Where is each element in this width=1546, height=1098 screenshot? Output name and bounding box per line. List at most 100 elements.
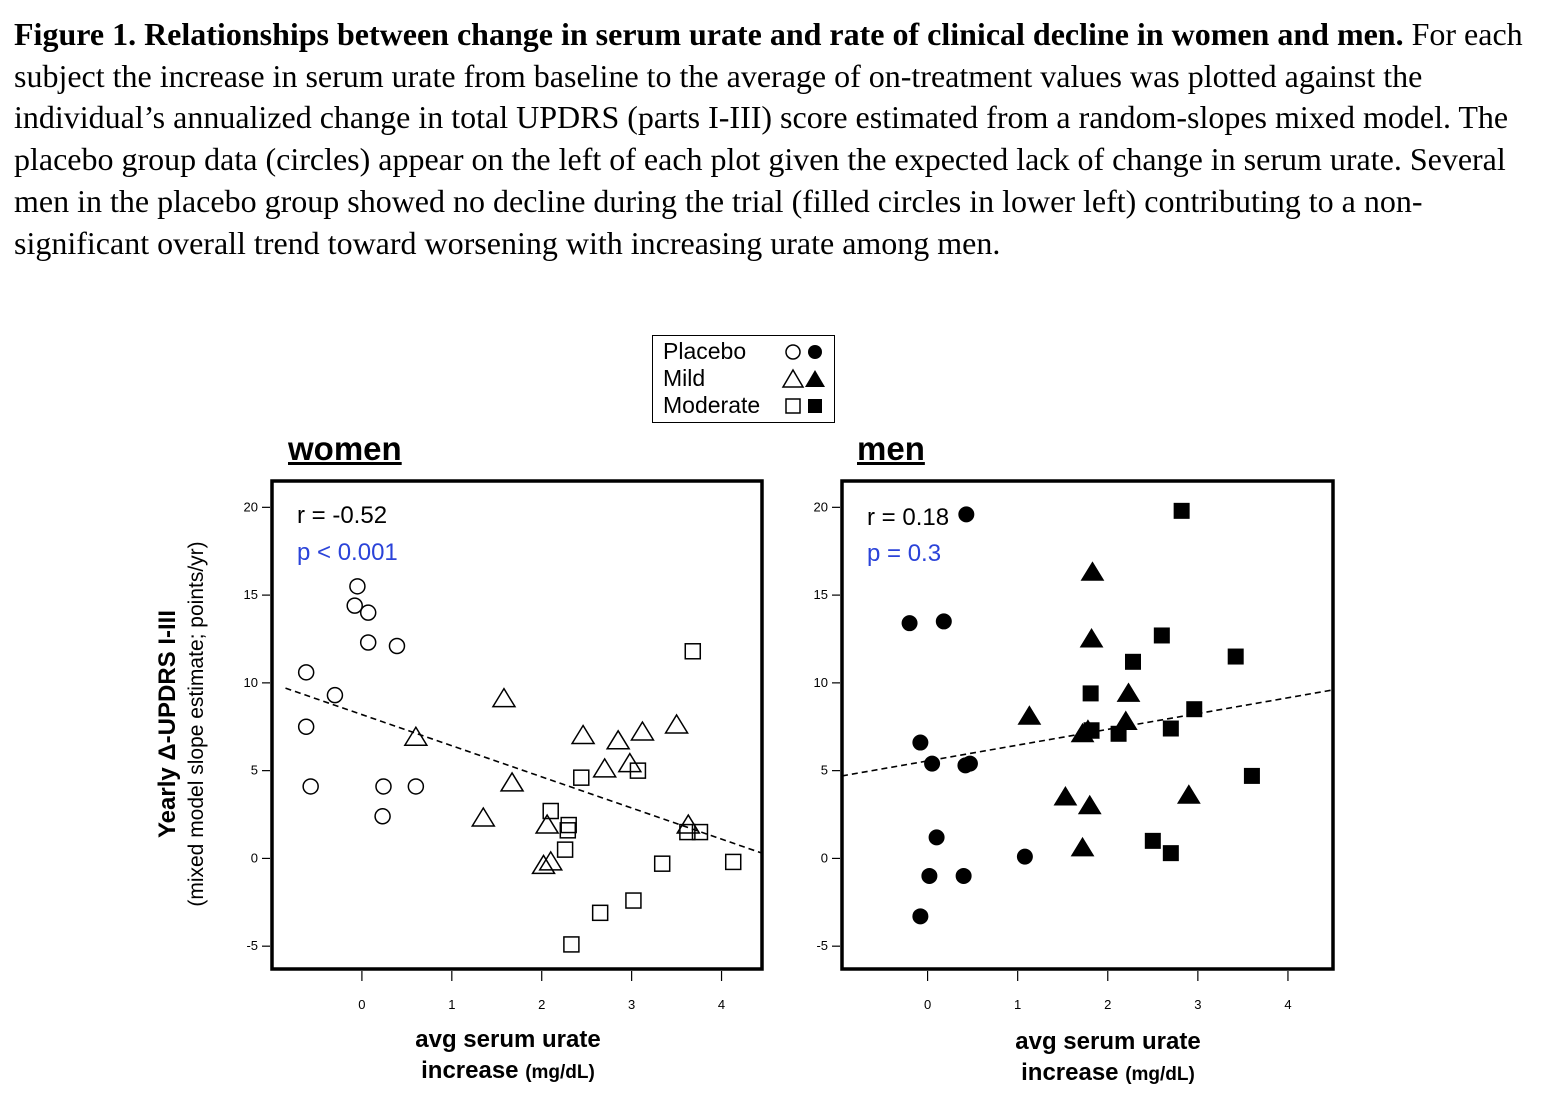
men-placebo-point (901, 615, 918, 632)
legend-item-moderate: Moderate (663, 392, 822, 419)
women-x-tick-label: 0 (358, 997, 365, 1012)
women-y-tick-label: 15 (244, 587, 258, 602)
legend-item-mild: Mild (663, 365, 825, 392)
women-moderate-point (591, 904, 609, 922)
men-mild-point (1079, 628, 1104, 648)
women-x-tick-label: 1 (448, 997, 455, 1012)
men-plot-frame (840, 479, 1335, 971)
men-placebo-point (921, 867, 938, 884)
men-moderate-point (1153, 627, 1170, 644)
men-placebo-point (1016, 848, 1033, 865)
legend-moderate-symbols (785, 398, 822, 414)
women-moderate-point (560, 816, 577, 834)
women-x-tick-label: 2 (538, 997, 545, 1012)
women-moderate-point (684, 643, 702, 660)
legend-label-mild: Mild (663, 365, 706, 391)
legend-placebo-symbols (785, 344, 822, 360)
men-placebo-point (928, 829, 945, 846)
men-moderate-point (1083, 722, 1100, 739)
men-mild-point (1053, 786, 1078, 806)
women-mild-point (403, 725, 429, 747)
legend-open-circle-icon (785, 344, 801, 360)
women-x-axis-label-line1: avg serum urate (415, 1026, 601, 1053)
men-y-tick-label: 10 (814, 675, 828, 690)
women-placebo-point (326, 686, 344, 704)
caption-lead: Figure 1. Relationships between change i… (14, 16, 1404, 52)
men-moderate-point (1110, 725, 1127, 742)
women-placebo-point (297, 718, 315, 736)
women-placebo-point (359, 634, 377, 651)
men-moderate-point (1243, 767, 1260, 784)
women-mild-point (630, 720, 655, 741)
men-x-tick-label: 0 (924, 997, 931, 1012)
women-moderate-point (625, 892, 642, 909)
men-x-axis-unit: (mg/dL) (1125, 1064, 1195, 1085)
legend-label-moderate: Moderate (663, 392, 761, 418)
men-placebo-point (955, 867, 972, 884)
women-moderate-point (563, 936, 580, 953)
women-x-axis-unit: (mg/dL) (525, 1062, 595, 1083)
men-moderate-point (1162, 720, 1179, 737)
figure-caption: Figure 1. Relationships between change i… (14, 14, 1536, 264)
men-x-tick-label: 2 (1104, 997, 1111, 1012)
men-placebo-point (912, 908, 929, 925)
women-x-axis-label-increase: increase (421, 1057, 519, 1084)
women-plot-frame (270, 479, 764, 971)
women-r-value: r = -0.52 (297, 502, 388, 529)
women-p-value: p < 0.001 (297, 539, 398, 566)
women-moderate-point (629, 762, 647, 779)
women-mild-point (491, 687, 517, 708)
women-mild-point (664, 713, 689, 734)
women-placebo-point (388, 637, 406, 655)
men-trend-line (841, 689, 1334, 777)
women-moderate-point (679, 823, 696, 841)
women-placebo-point (407, 778, 425, 795)
women-mild-point (592, 757, 617, 778)
legend-item-placebo: Placebo (663, 338, 822, 365)
women-moderate-point (653, 855, 671, 872)
women-moderate-point (691, 823, 709, 841)
men-moderate-point (1173, 502, 1190, 519)
men-mild-point (1116, 682, 1141, 702)
women-y-tick-label: 0 (251, 850, 258, 865)
women-moderate-point (724, 853, 742, 871)
legend-mild-symbols (781, 368, 825, 388)
women-placebo-point (302, 778, 319, 795)
men-mild-point (1080, 561, 1105, 581)
women-placebo-point (374, 808, 391, 825)
men-mild-point (1077, 794, 1102, 815)
women-y-tick-label: -5 (246, 938, 258, 953)
men-mild-point (1017, 705, 1042, 725)
legend-open-square-icon (785, 398, 801, 414)
women-trend-line (285, 687, 763, 854)
women-placebo-point (375, 778, 392, 795)
women-y-tick-label: 5 (251, 763, 258, 778)
legend-filled-square-icon (808, 399, 822, 413)
men-x-tick-label: 3 (1194, 997, 1201, 1012)
women-mild-point (538, 850, 564, 871)
men-p-value: p = 0.3 (867, 540, 942, 567)
women-moderate-point (542, 802, 559, 820)
men-placebo-point (912, 734, 929, 751)
women-placebo-point (349, 578, 366, 595)
women-moderate-point (556, 841, 574, 858)
men-x-axis-label-line1: avg serum urate (1015, 1028, 1201, 1055)
women-y-tick-label: 10 (244, 675, 258, 690)
men-r-value: r = 0.18 (867, 504, 950, 531)
legend-label-placebo: Placebo (663, 338, 747, 364)
women-placebo-point (297, 664, 315, 681)
men-x-axis-label-increase: increase (1021, 1059, 1119, 1086)
women-mild-point (531, 853, 556, 875)
men-moderate-point (1144, 832, 1161, 849)
legend-filled-circle-icon (808, 345, 822, 359)
caption-body: For each subject the increase in serum u… (14, 16, 1523, 261)
men-moderate-point (1082, 685, 1099, 702)
men-y-tick-label: 15 (814, 587, 828, 602)
women-panel-title: women (288, 430, 402, 467)
men-panel-title: men (857, 430, 925, 467)
men-placebo-point (958, 506, 975, 523)
men-moderate-point (1227, 648, 1244, 665)
men-x-tick-label: 1 (1014, 997, 1021, 1012)
women-x-axis-label: avg serum urate increase (mg/dL) (348, 1024, 668, 1088)
